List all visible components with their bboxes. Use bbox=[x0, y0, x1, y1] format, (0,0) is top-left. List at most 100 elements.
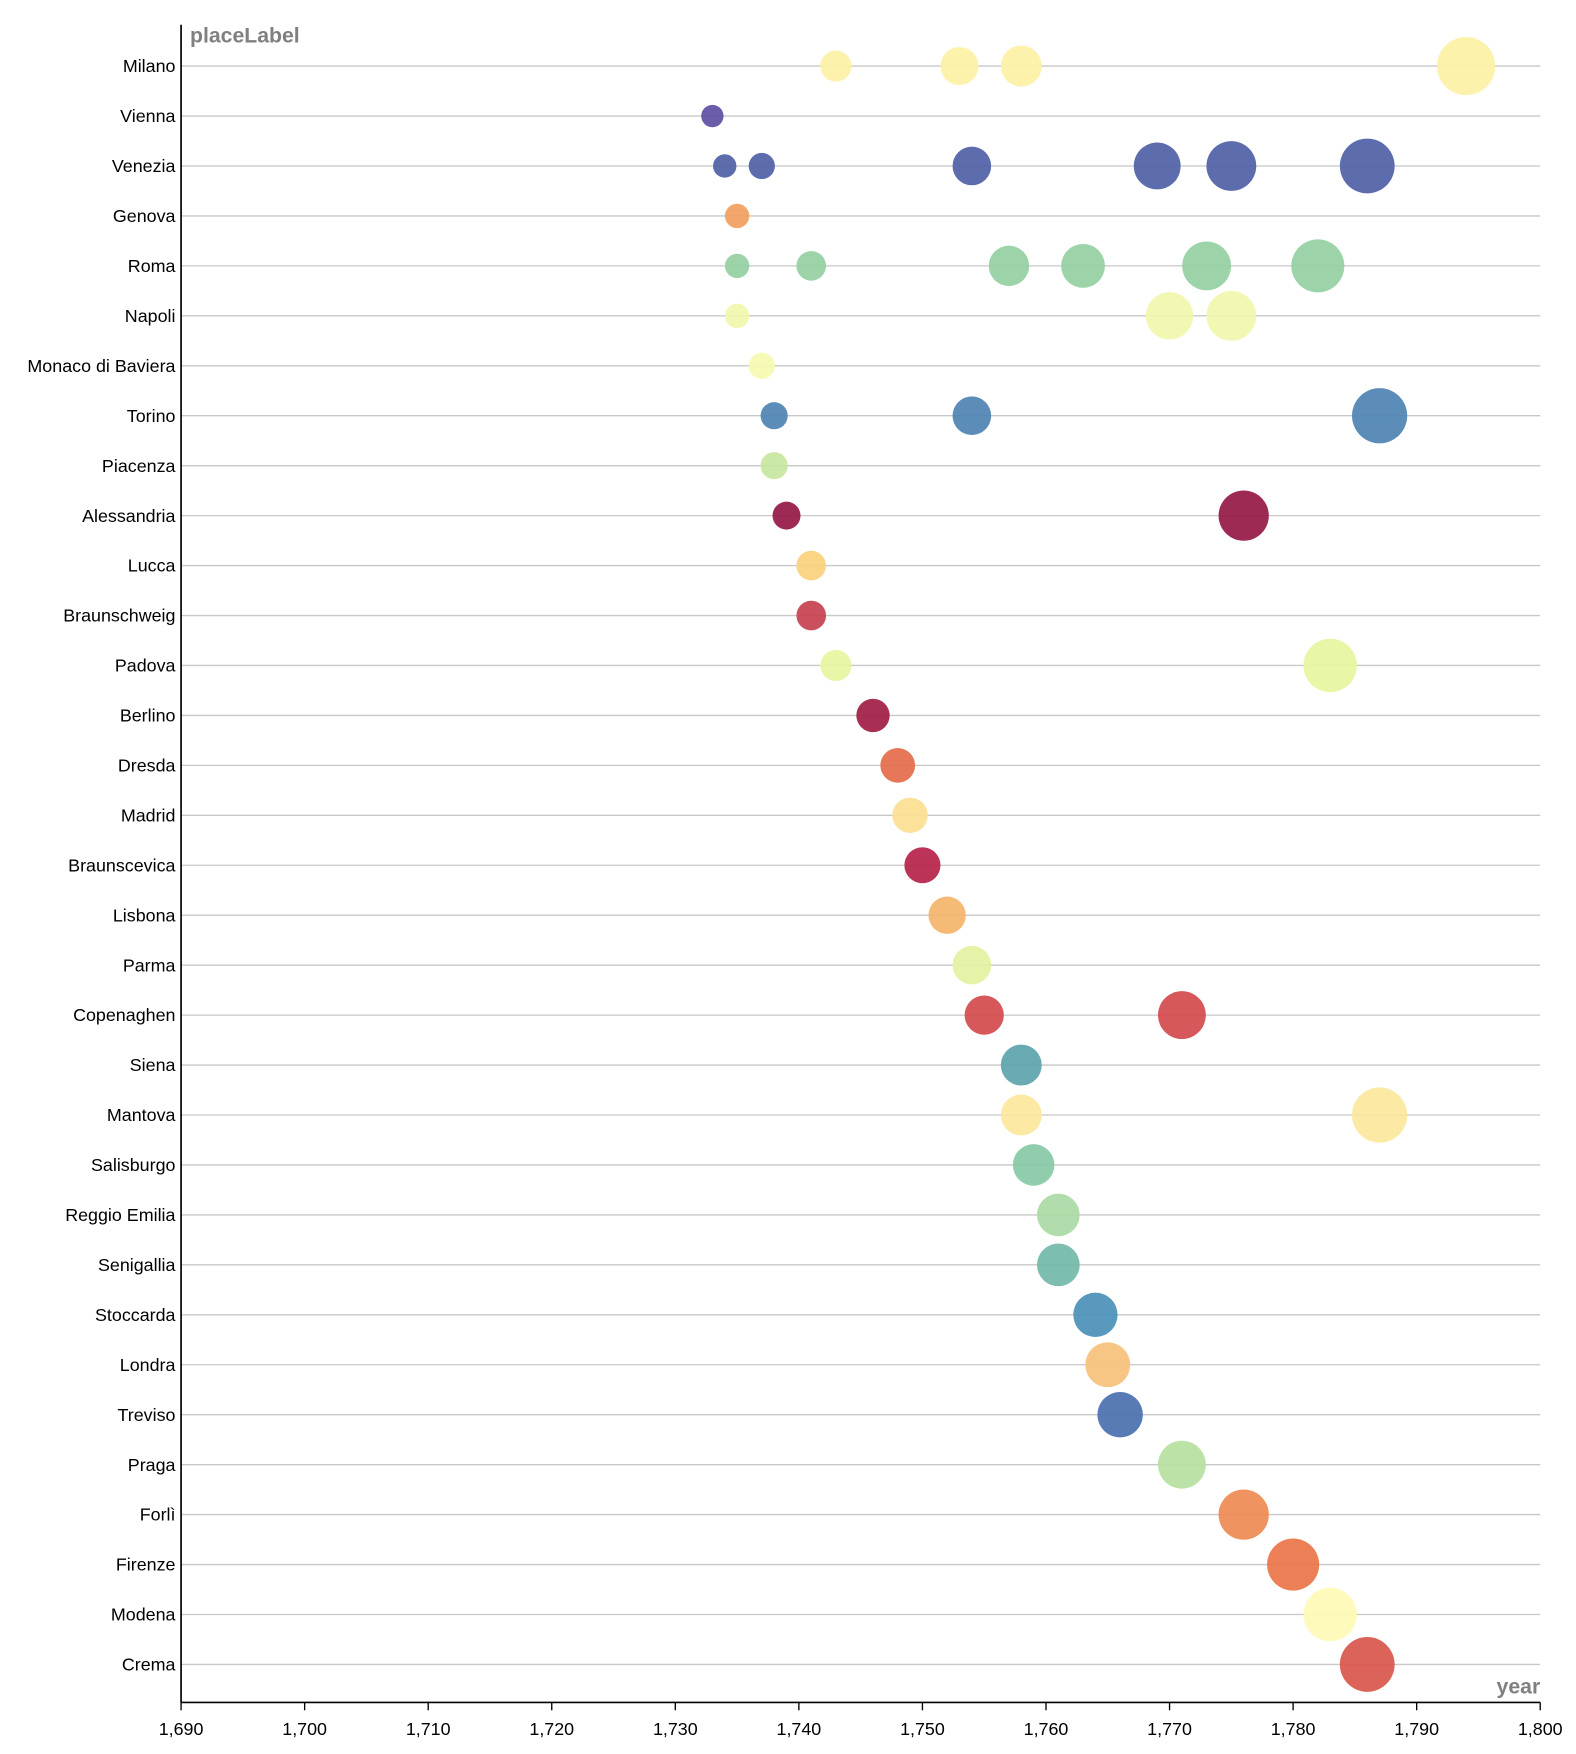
y-tick-label: Milano bbox=[123, 56, 176, 76]
bubble-point bbox=[952, 945, 992, 985]
y-tick-label: Lucca bbox=[128, 556, 176, 576]
bubble-point bbox=[820, 50, 852, 82]
y-tick-label: Berlino bbox=[120, 706, 176, 726]
bubble-point bbox=[892, 797, 928, 834]
bubble-point bbox=[748, 352, 775, 379]
bubble-point bbox=[1061, 244, 1105, 288]
y-tick-label: Treviso bbox=[118, 1405, 176, 1425]
x-tick-label: 1,720 bbox=[529, 1719, 574, 1739]
y-tick-label: Napoli bbox=[125, 306, 176, 326]
x-axis-title: year bbox=[1497, 1676, 1541, 1699]
bubble-point bbox=[1339, 1637, 1395, 1692]
bubble-point bbox=[1206, 141, 1257, 191]
bubble-point bbox=[1157, 991, 1206, 1040]
y-tick-label: Braunscevica bbox=[68, 855, 175, 875]
bubble-point bbox=[1097, 1392, 1143, 1438]
bubble-point bbox=[1291, 239, 1345, 293]
y-tick-label: Madrid bbox=[121, 805, 176, 825]
bubble-point bbox=[1206, 290, 1257, 341]
bubble-point bbox=[1073, 1292, 1118, 1337]
bubble-point bbox=[701, 104, 724, 128]
x-tick-label: 1,760 bbox=[1024, 1719, 1069, 1739]
x-tick-label: 1,750 bbox=[900, 1719, 945, 1739]
bubble-point bbox=[1037, 1243, 1080, 1287]
bubble-point bbox=[1000, 45, 1042, 87]
bubble-point bbox=[1085, 1342, 1131, 1388]
bubble-point bbox=[1037, 1193, 1080, 1237]
bubble-point bbox=[1352, 388, 1408, 444]
y-tick-label: Praga bbox=[128, 1455, 176, 1475]
y-tick-label: Piacenza bbox=[102, 456, 176, 476]
bubble-point bbox=[1012, 1144, 1055, 1186]
bubble-point bbox=[760, 402, 788, 430]
bubble-point bbox=[1303, 1587, 1357, 1642]
x-tick-label: 1,710 bbox=[406, 1719, 451, 1739]
bubble-point bbox=[1303, 638, 1357, 693]
bubble-point bbox=[1218, 490, 1269, 541]
bubble-point bbox=[724, 203, 750, 229]
x-axis-ticks: 1,690 1,700 1,710 1,720 1,730 1,740 1,750 1,760… bbox=[159, 1702, 1563, 1739]
y-tick-label: Alessandria bbox=[82, 506, 175, 526]
y-axis-title: placeLabel bbox=[190, 25, 300, 48]
y-tick-label: Reggio Emilia bbox=[65, 1205, 175, 1225]
y-tick-label: Monaco di Baviera bbox=[27, 356, 175, 376]
bubble-point bbox=[713, 154, 737, 178]
y-tick-label: Firenze bbox=[116, 1555, 176, 1575]
y-tick-label: Londra bbox=[120, 1355, 176, 1375]
y-tick-label: Parma bbox=[123, 955, 176, 975]
bubble-point bbox=[856, 698, 890, 733]
y-tick-label: Lisbona bbox=[113, 905, 176, 925]
y-tick-label: Padova bbox=[115, 656, 176, 676]
bubble-point bbox=[1000, 1094, 1042, 1136]
bubble-point bbox=[988, 245, 1030, 287]
bubble-point bbox=[796, 550, 827, 581]
y-tick-label: Senigallia bbox=[98, 1255, 176, 1275]
y-tick-label: Salisburgo bbox=[91, 1155, 176, 1175]
bubble-point bbox=[1218, 1489, 1269, 1540]
bubble-point bbox=[880, 747, 916, 783]
bubble-point bbox=[820, 649, 852, 682]
x-tick-label: 1,800 bbox=[1518, 1719, 1563, 1739]
gridlines bbox=[181, 65, 1541, 1666]
x-tick-label: 1,700 bbox=[282, 1719, 327, 1739]
y-tick-label: Roma bbox=[128, 256, 176, 276]
bubble-point bbox=[1133, 142, 1181, 190]
y-tick-label: Genova bbox=[113, 206, 176, 226]
y-tick-label: Crema bbox=[122, 1655, 176, 1675]
bubble-point bbox=[748, 152, 775, 180]
x-tick-label: 1,780 bbox=[1271, 1719, 1316, 1739]
x-tick-label: 1,770 bbox=[1147, 1719, 1192, 1739]
bubble-point bbox=[1267, 1538, 1320, 1591]
bubble-point bbox=[1157, 1440, 1206, 1489]
y-tick-label: Forlì bbox=[140, 1505, 176, 1525]
y-tick-label: Modena bbox=[111, 1605, 176, 1625]
y-axis-labels: Milano Vienna Venezia Genova Roma Napoli Monac… bbox=[27, 56, 175, 1674]
bubble-point bbox=[1437, 37, 1496, 96]
y-tick-label: Copenaghen bbox=[73, 1005, 175, 1025]
bubble-point bbox=[964, 995, 1004, 1035]
bubble-point bbox=[796, 600, 827, 631]
y-tick-label: Siena bbox=[130, 1055, 176, 1075]
x-tick-label: 1,790 bbox=[1394, 1719, 1439, 1739]
bubble-point bbox=[1000, 1044, 1042, 1086]
bubble-point bbox=[952, 396, 992, 436]
bubbles bbox=[701, 37, 1496, 1692]
bubble-point bbox=[760, 452, 788, 480]
bubble-point bbox=[904, 847, 941, 884]
y-tick-label: Braunschweig bbox=[63, 606, 175, 626]
bubble-point bbox=[1182, 241, 1232, 291]
bubble-point bbox=[1339, 138, 1395, 194]
bubble-point bbox=[940, 47, 979, 86]
y-tick-label: Torino bbox=[127, 406, 176, 426]
y-tick-label: Stoccarda bbox=[95, 1305, 176, 1325]
bubble-point bbox=[952, 146, 992, 186]
bubble-point bbox=[1145, 292, 1194, 340]
bubble-point bbox=[1352, 1087, 1408, 1143]
bubble-point bbox=[724, 303, 750, 329]
x-tick-label: 1,690 bbox=[159, 1719, 204, 1739]
bubble-point bbox=[724, 253, 750, 279]
y-tick-label: Vienna bbox=[120, 106, 175, 126]
y-tick-label: Venezia bbox=[112, 156, 176, 176]
bubble-point bbox=[928, 896, 966, 934]
